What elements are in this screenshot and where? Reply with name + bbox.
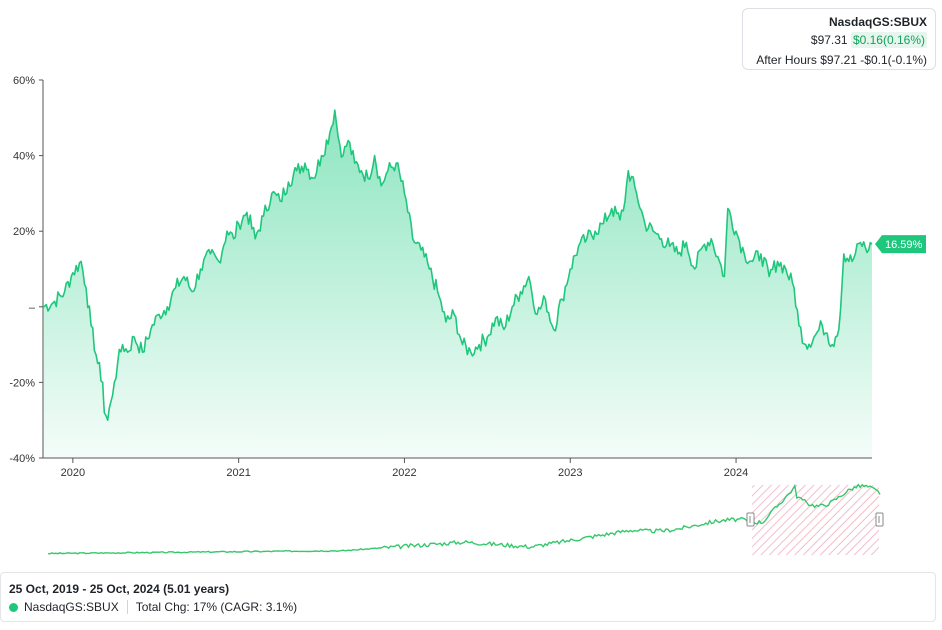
last-value-label: 16.59% <box>885 239 923 251</box>
y-tick-label: 60% <box>13 75 35 87</box>
y-tick-label: – <box>29 302 36 314</box>
quote-panel: NasdaqGS:SBUX $97.31 $0.16(0.16%) After … <box>742 8 936 70</box>
y-tick-label: -20% <box>9 377 35 389</box>
x-tick-label: 2024 <box>724 467 748 479</box>
legend-row: NasdaqGS:SBUX Total Chg: 17% (CAGR: 3.1%… <box>9 599 927 615</box>
legend-divider <box>126 600 128 614</box>
price-area <box>43 110 872 458</box>
legend-symbol: NasdaqGS:SBUX <box>24 600 119 614</box>
after-hours-price: $97.21 <box>820 53 857 67</box>
after-hours-row: After Hours $97.21 -$0.1(-0.1%) <box>751 50 927 70</box>
quote-price-row: $97.31 $0.16(0.16%) <box>751 30 927 50</box>
quote-change: $0.16(0.16%) <box>850 32 927 48</box>
overview-navigator[interactable] <box>47 483 884 555</box>
after-hours-label: After Hours <box>756 53 817 67</box>
x-axis-ticks: 2020 2021 2022 2023 2024 <box>61 458 748 479</box>
y-tick-label: -40% <box>9 453 35 465</box>
after-hours-change: -$0.1(-0.1%) <box>860 53 927 67</box>
x-tick-label: 2023 <box>558 467 582 479</box>
y-tick-label: 40% <box>13 151 35 163</box>
quote-price: $97.31 <box>810 33 848 47</box>
y-tick-label: 20% <box>13 226 35 238</box>
x-tick-label: 2021 <box>226 467 250 479</box>
legend-color-dot <box>9 602 18 612</box>
x-tick-label: 2020 <box>61 467 85 479</box>
total-change: Total Chg: 17% (CAGR: 3.1%) <box>135 600 298 614</box>
price-chart[interactable]: 60%40%20%–-20%-40% 2020 2021 2022 2023 2024 … <box>0 0 942 570</box>
overview-line <box>47 483 881 555</box>
price-line <box>42 109 873 421</box>
y-axis-ticks: 60% 40% 20% – -20% -40% <box>9 75 43 465</box>
last-value-badge: 16.59% <box>875 235 926 254</box>
x-tick-label: 2022 <box>392 467 416 479</box>
brush-selection[interactable] <box>752 485 879 555</box>
summary-footer: 25 Oct, 2019 - 25 Oct, 2024 (5.01 years)… <box>0 572 936 622</box>
date-range: 25 Oct, 2019 - 25 Oct, 2024 (5.01 years) <box>9 582 230 596</box>
quote-symbol: NasdaqGS:SBUX <box>828 15 927 29</box>
